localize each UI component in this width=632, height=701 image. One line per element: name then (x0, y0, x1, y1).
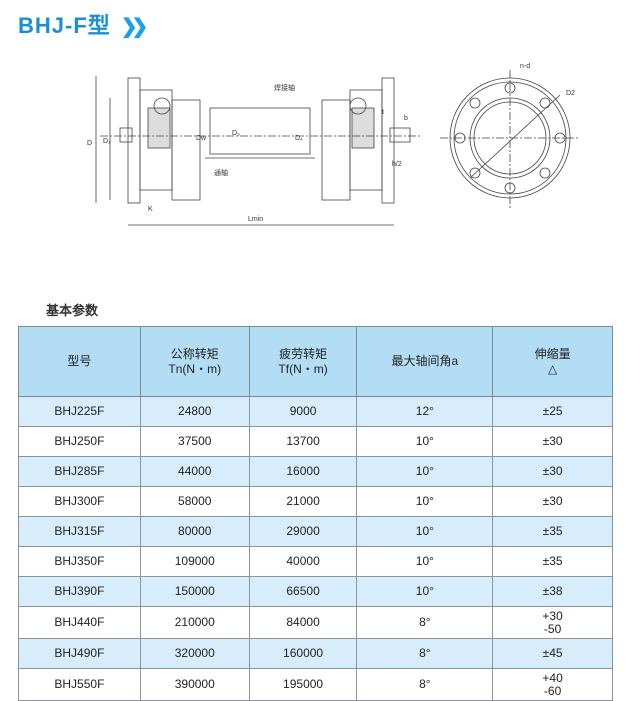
table-cell: BHJ250F (18, 426, 141, 457)
shaft (209, 107, 311, 155)
table-cell: 109000 (139, 546, 250, 577)
table-cell: 84000 (248, 606, 358, 639)
table-cell: 37500 (139, 426, 250, 457)
table-cell: BHJ550F (18, 668, 141, 701)
section-title: 基本参数 (46, 303, 99, 318)
table-row: BHJ390F 150000 66500 10° ±38 (18, 576, 613, 607)
table-cell: BHJ300F (18, 486, 141, 517)
table-row: BHJ315F 80000 29000 10° ±35 (18, 516, 613, 547)
column-header: 最大轴间角a (356, 326, 494, 397)
table-cell: 8° (356, 606, 494, 639)
title-text: BHJ-F型 (18, 13, 111, 38)
table-cell: 10° (356, 516, 494, 547)
parameters-table: 型号 公称转矩 Tn(N・m) 疲劳转矩 Tf(N・m) 最大轴间角a 伸缩量 △ BHJ22… (18, 326, 613, 701)
table-cell: 150000 (139, 576, 250, 607)
header-line: Tn(N・m) (168, 361, 222, 376)
table-cell: 320000 (139, 638, 250, 669)
table-cell: 210000 (139, 606, 250, 639)
table-cell: 8° (356, 668, 494, 701)
header-line: 公称转矩 (170, 346, 219, 361)
table-row: BHJ350F 109000 40000 10° ±35 (18, 546, 613, 577)
table-cell: ±38 (492, 576, 613, 607)
table-cell: BHJ390F (18, 576, 141, 607)
table-cell: BHJ440F (18, 606, 141, 639)
page-title: BHJ-F型 ❯❯ (18, 8, 148, 40)
label-t: t (382, 109, 384, 116)
column-header: 公称转矩 Tn(N・m) (139, 326, 250, 397)
table-cell: ±35 (492, 516, 613, 547)
flange-end-view (440, 70, 580, 210)
coupling-drawing: D D₁ Dw D₃ D₄ K Lmin 焊接轴 通轴 t b h/2 n-d … (87, 63, 580, 226)
label-D3: D₃ (232, 130, 240, 137)
header-line: 最大轴间角a (391, 354, 459, 368)
column-header: 疲劳转矩 Tf(N・m) (248, 326, 358, 397)
label-through-shaft: 通轴 (214, 168, 228, 177)
table-cell: 21000 (248, 486, 358, 517)
left-flange (127, 77, 141, 204)
table-cell: +30 -50 (492, 606, 613, 639)
table-cell: BHJ315F (18, 516, 141, 547)
table-cell: 80000 (139, 516, 250, 547)
table-cell: BHJ350F (18, 546, 141, 577)
label-D1: D₁ (103, 138, 111, 145)
double-chevron-icon: ❯❯ (120, 16, 148, 38)
table-row: BHJ550F 390000 195000 8° +40 -60 (18, 668, 613, 701)
table-row: BHJ300F 58000 21000 10° ±30 (18, 486, 613, 517)
table-cell: 29000 (248, 516, 358, 547)
table-cell: BHJ490F (18, 638, 141, 669)
table-cell: 13700 (248, 426, 358, 457)
label-h2: h/2 (392, 161, 402, 168)
left-hatch (147, 107, 171, 149)
table-cell: 390000 (139, 668, 250, 701)
table-cell: 16000 (248, 456, 358, 487)
table-cell: BHJ225F (18, 396, 141, 427)
right-flange (381, 77, 395, 204)
table-cell: BHJ285F (18, 456, 141, 487)
label-weld-shaft: 焊接轴 (274, 83, 295, 92)
label-n-d: n-d (520, 63, 530, 70)
label-Lmin: Lmin (248, 216, 263, 223)
label-D2: D2 (566, 90, 575, 97)
table-cell: ±25 (492, 396, 613, 427)
header-line: 疲劳转矩 (279, 346, 328, 361)
table-cell: ±45 (492, 638, 613, 669)
table-cell: +40 -60 (492, 668, 613, 701)
table-cell: 9000 (248, 396, 358, 427)
label-Dw: Dw (196, 135, 207, 142)
column-header: 伸缩量 △ (492, 326, 613, 397)
label-D: D (87, 140, 92, 147)
header-line: △ (547, 361, 558, 376)
label-D4: D₄ (295, 135, 303, 142)
table-cell: ±30 (492, 486, 613, 517)
table-cell: 40000 (248, 546, 358, 577)
header-line: 伸缩量 (534, 346, 571, 361)
table-row: BHJ285F 44000 16000 10° ±30 (18, 456, 613, 487)
table-cell: 10° (356, 426, 494, 457)
table-cell: 8° (356, 638, 494, 669)
right-hatch (351, 107, 375, 149)
table-cell: 10° (356, 486, 494, 517)
header-line: Tf(N・m) (278, 361, 328, 376)
table-row: BHJ440F 210000 84000 8° +30 -50 (18, 606, 613, 639)
table-cell: 195000 (248, 668, 358, 701)
label-b: b (404, 115, 408, 122)
table-cell: 66500 (248, 576, 358, 607)
table-cell: 58000 (139, 486, 250, 517)
table-cell: 10° (356, 546, 494, 577)
table-cell: 44000 (139, 456, 250, 487)
table-cell: 160000 (248, 638, 358, 669)
label-K: K (148, 206, 153, 213)
table-cell: ±30 (492, 426, 613, 457)
table-row: BHJ225F 24800 9000 12° ±25 (18, 396, 613, 427)
table-row: BHJ490F 320000 160000 8° ±45 (18, 638, 613, 669)
table-cell: 10° (356, 576, 494, 607)
column-header: 型号 (18, 326, 141, 397)
table-cell: ±30 (492, 456, 613, 487)
table-cell: 10° (356, 456, 494, 487)
table-row: BHJ250F 37500 13700 10° ±30 (18, 426, 613, 457)
table-cell: 12° (356, 396, 494, 427)
table-cell: 24800 (139, 396, 250, 427)
header-line: 型号 (67, 354, 92, 368)
table-cell: ±35 (492, 546, 613, 577)
